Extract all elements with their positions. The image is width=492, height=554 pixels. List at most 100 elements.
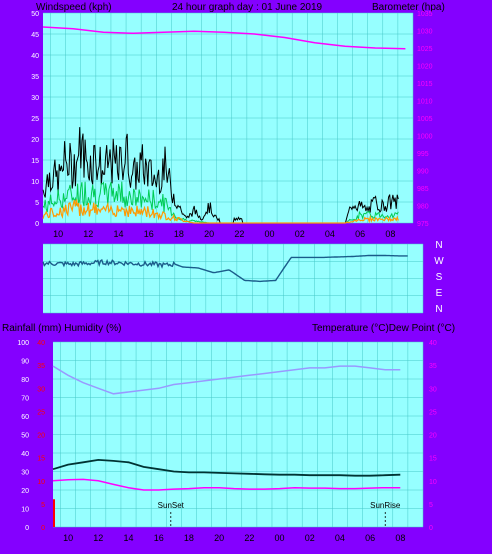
y-tick-label: 0 [35, 221, 39, 228]
rain-tick-label: 15 [37, 456, 45, 463]
x-tick-label: 00 [265, 229, 275, 239]
x-tick-label: 14 [114, 229, 124, 239]
rain-tick-label: 10 [37, 479, 45, 486]
humidity-tick-label: 90 [21, 359, 29, 366]
temperature-tick-label: 30 [429, 386, 437, 393]
y2-tick-label: 990 [417, 169, 429, 176]
humidity-tick-label: 60 [21, 414, 29, 421]
humidity-tick-label: 40 [21, 451, 29, 458]
x-tick-label: 02 [305, 533, 315, 543]
x-tick-label: 08 [395, 533, 405, 543]
temperature-humidity-panel: 0102030405060708090100051015202530354005… [17, 340, 437, 543]
temperature-series [52, 458, 401, 477]
y-tick-label: 15 [31, 158, 39, 165]
y2-tick-label: 985 [417, 186, 429, 193]
rain-tick-label: 30 [37, 386, 45, 393]
direction-label: N [435, 240, 442, 251]
barometer-axis-title: Barometer (hpa) [372, 2, 445, 13]
x-tick-label: 12 [83, 229, 93, 239]
x-tick-label: 18 [184, 533, 194, 543]
temperature-tick-label: 15 [429, 456, 437, 463]
direction-label: W [434, 256, 444, 267]
y2-tick-label: 1020 [417, 64, 433, 71]
rain-tick-label: 40 [37, 340, 45, 347]
y-tick-label: 45 [31, 32, 39, 39]
x-tick-label: 06 [355, 229, 365, 239]
barometer-series [42, 26, 406, 50]
sun-annotation-label: SunSet [158, 501, 185, 510]
x-tick-label: 12 [93, 533, 103, 543]
rain-tick-label: 0 [41, 525, 45, 532]
y-tick-label: 5 [35, 200, 39, 207]
y2-tick-label: 1030 [417, 29, 433, 36]
humidity-tick-label: 0 [25, 525, 29, 532]
temperature-dewpoint-axis-title: Temperature (°C)Dew Point (°C) [312, 323, 455, 334]
x-tick-label: 14 [124, 533, 134, 543]
y2-tick-label: 1035 [417, 11, 433, 18]
x-tick-label: 20 [214, 533, 224, 543]
temperature-tick-label: 10 [429, 479, 437, 486]
humidity-tick-label: 20 [21, 488, 29, 495]
wind-axis-title: Windspeed (kph) [36, 2, 112, 13]
y-tick-label: 20 [31, 137, 39, 144]
x-tick-label: 22 [234, 229, 244, 239]
y2-tick-label: 1015 [417, 81, 433, 88]
temperature-tick-label: 35 [429, 363, 437, 370]
humidity-tick-label: 50 [21, 433, 29, 440]
rain-humidity-axis-title: Rainfall (mm) Humidity (%) [2, 323, 121, 334]
x-tick-label: 10 [63, 533, 73, 543]
humidity-tick-label: 80 [21, 377, 29, 384]
humidity-tick-label: 70 [21, 396, 29, 403]
humidity-tick-label: 30 [21, 470, 29, 477]
rain-tick-label: 20 [37, 433, 45, 440]
direction-label: S [436, 272, 443, 283]
y-tick-label: 50 [31, 11, 39, 18]
x-tick-label: 06 [365, 533, 375, 543]
humidity-series [52, 365, 401, 395]
wind-direction-series [42, 254, 408, 283]
direction-label: N [435, 304, 442, 315]
y2-tick-label: 980 [417, 204, 429, 211]
x-tick-label: 08 [385, 229, 395, 239]
rain-tick-label: 35 [37, 363, 45, 370]
wind-low-series [42, 199, 399, 224]
temperature-tick-label: 5 [429, 502, 433, 509]
y2-tick-label: 975 [417, 221, 429, 228]
y2-tick-label: 1005 [417, 116, 433, 123]
x-tick-label: 16 [154, 533, 164, 543]
y-tick-label: 35 [31, 74, 39, 81]
y2-tick-label: 1010 [417, 99, 433, 106]
dewpoint-series [52, 478, 401, 491]
x-tick-label: 16 [144, 229, 154, 239]
temperature-tick-label: 40 [429, 340, 437, 347]
y2-tick-label: 1025 [417, 46, 433, 53]
temperature-tick-label: 20 [429, 433, 437, 440]
x-tick-label: 22 [244, 533, 254, 543]
x-tick-label: 18 [174, 229, 184, 239]
x-tick-label: 04 [335, 533, 345, 543]
humidity-tick-label: 10 [21, 507, 29, 514]
y2-tick-label: 1000 [417, 134, 433, 141]
temperature-tick-label: 25 [429, 409, 437, 416]
x-tick-label: 04 [325, 229, 335, 239]
y2-tick-label: 995 [417, 151, 429, 158]
sun-annotation-label: SunRise [370, 501, 401, 510]
graph-title: 24 hour graph day : 01 June 2019 [172, 2, 323, 13]
y-tick-label: 30 [31, 95, 39, 102]
rain-tick-label: 25 [37, 409, 45, 416]
humidity-tick-label: 100 [17, 340, 29, 347]
x-tick-label: 02 [295, 229, 305, 239]
x-tick-label: 10 [53, 229, 63, 239]
y-tick-label: 10 [31, 179, 39, 186]
wind-barometer-panel: 0510152025303540455097598098599099510001… [31, 11, 432, 239]
rain-tick-label: 5 [41, 502, 45, 509]
x-tick-label: 20 [204, 229, 214, 239]
x-tick-label: 00 [275, 533, 285, 543]
y-tick-label: 40 [31, 53, 39, 60]
y-tick-label: 25 [31, 116, 39, 123]
direction-label: E [436, 288, 443, 299]
temperature-tick-label: 0 [429, 525, 433, 532]
